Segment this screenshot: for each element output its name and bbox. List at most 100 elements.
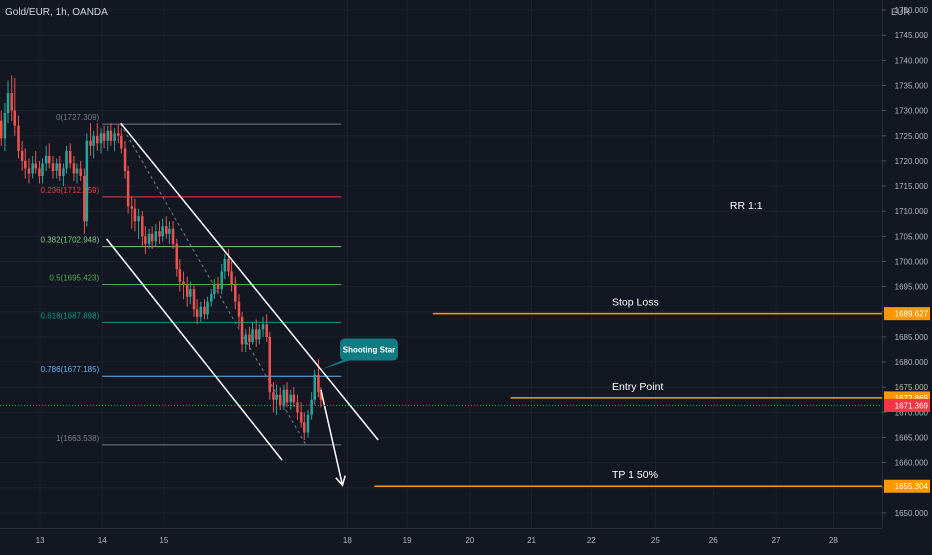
candle [278,387,282,410]
candle-body [210,294,213,302]
candle [154,223,158,247]
candle [210,289,213,307]
candle-body [150,233,154,242]
candle-body [278,394,282,405]
trade-price-badge-text: 1672.869 [895,394,929,403]
candle-body [171,228,175,244]
candle-body [62,168,65,176]
candle [282,384,286,410]
candle [102,125,106,149]
channel-upper-line[interactable] [120,122,379,441]
candle-body [154,231,158,242]
candle-body [10,93,13,111]
candle [192,284,196,317]
candle [268,331,272,400]
candle [195,299,199,325]
fib-level-label: 1(1663.538) [56,434,99,443]
candle [17,115,20,159]
candle-body [133,208,137,222]
price-tick-label: 1660.000 [895,459,929,468]
time-tick-label: 26 [709,536,718,545]
candle [137,208,140,239]
candle-body [265,324,268,337]
price-tick-label: 1705.000 [895,232,929,241]
candle [306,409,310,438]
candle [83,168,86,234]
candle [133,198,137,232]
candle [120,128,123,154]
time-axis[interactable]: 13 14 15 18 19 20 21 22 25 26 27 28 [36,536,839,545]
candle-body [68,150,72,164]
candle-body [306,414,310,433]
fib-trend-line[interactable] [120,123,307,446]
candle [89,123,92,156]
time-tick-label: 25 [651,536,660,545]
candle-body [310,399,313,415]
candle [185,276,189,307]
candle-body [244,334,248,345]
candle [206,296,209,320]
candle-body [319,392,323,400]
currency-label: EUR [891,7,911,17]
candle-body [120,135,123,149]
candle [20,140,24,171]
price-badges: 1689.627 1672.869 1655.304 1671.369 [884,307,930,493]
price-axis[interactable]: 1650.0001655.0001660.0001665.0001670.000… [882,6,929,518]
candle-body [185,284,189,297]
time-axis-panel[interactable] [0,528,932,550]
price-axis-panel[interactable] [882,0,932,528]
candle-body [109,130,113,141]
candle [289,389,292,410]
candle-body [175,243,179,270]
candle-body [203,306,206,315]
trade-level[interactable]: TP 1 50% [374,469,882,487]
candle-body [206,301,209,315]
candle [265,314,268,342]
candle-body [96,135,99,144]
candle [261,316,265,337]
candle-body [24,160,27,169]
candle-body [296,402,299,413]
candle-body [106,130,110,141]
channel-lower-line[interactable] [105,238,283,461]
price-tick-label: 1740.000 [895,56,929,65]
last-price-badge: 1671.369 [884,398,930,412]
candle-body [144,236,147,244]
candle [6,80,10,124]
candle [31,155,34,179]
shooting-star-callout[interactable]: Shooting Star [320,338,398,370]
candle [248,326,251,350]
last-price-badge-bg [884,398,930,412]
candle-body [137,216,140,222]
time-tick-label: 20 [465,536,474,545]
fibonacci-retracement[interactable]: 0(1727.309) 0.236(1712.859) 0.382(1702.948… [41,113,342,446]
trade-level[interactable]: Entry Point [510,381,882,399]
candle-body [72,163,76,174]
candle-body [158,231,161,237]
drawings[interactable]: Shooting Star RR 1:1 [105,122,763,487]
candle [96,123,99,151]
candle [313,369,316,405]
candle [168,221,171,244]
candle [223,253,227,280]
candle [175,238,179,277]
trade-levels[interactable]: Stop Loss Entry Point TP 1 50% [0,297,882,487]
candle [275,384,278,415]
candle [62,163,65,187]
time-tick-label: 21 [527,536,536,545]
candle [227,248,230,277]
trade-level[interactable]: Stop Loss [432,297,882,315]
candle [150,226,154,249]
fib-level-label: 0(1727.309) [56,113,99,122]
candle [237,294,241,327]
candle-body [275,394,278,400]
candle [144,226,147,254]
rr-label: RR 1:1 [730,200,763,212]
candle-body [282,389,286,405]
candle-body [0,120,3,139]
candle [34,150,37,174]
candle [165,216,168,239]
candle [299,402,303,428]
